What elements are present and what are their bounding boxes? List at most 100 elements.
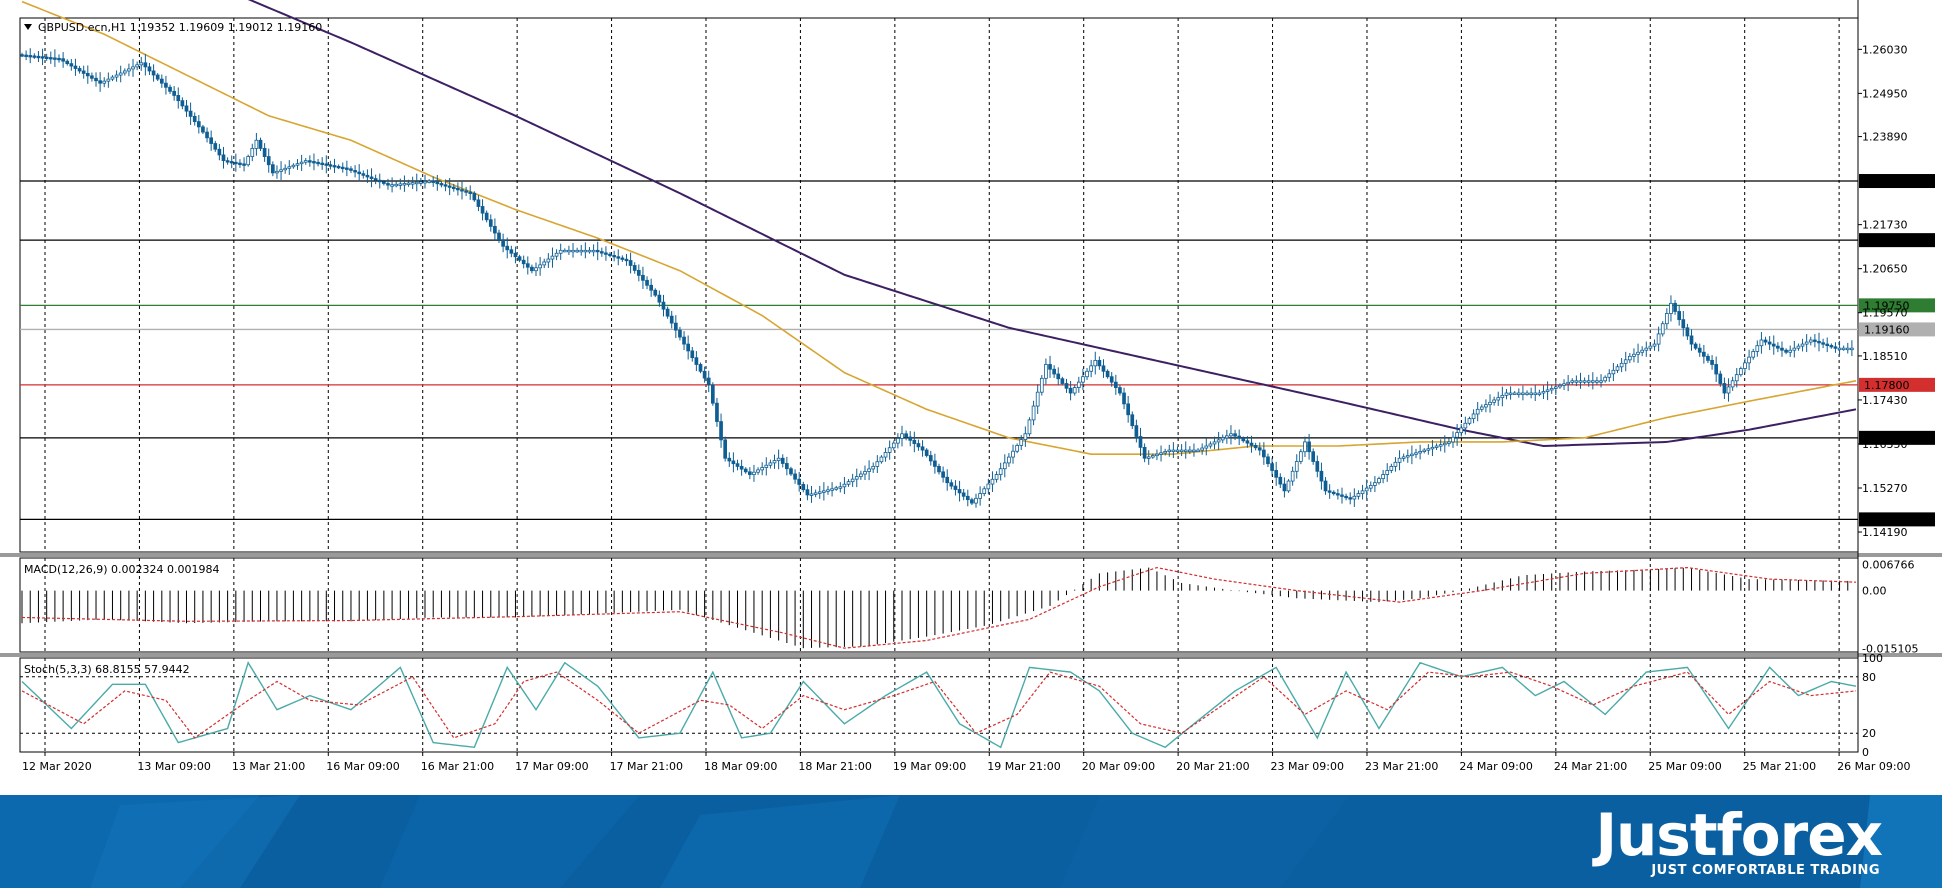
bull-candle (1496, 397, 1501, 401)
time-tick-label: 18 Mar 09:00 (704, 760, 777, 773)
bull-candle (863, 471, 867, 475)
bull-candle (1545, 389, 1550, 392)
bear-candle (1336, 493, 1340, 496)
bear-candle (509, 249, 514, 254)
price-tick-label: 1.20650 (1862, 263, 1908, 276)
bull-candle (1837, 347, 1842, 351)
level-price-label: 1.19160 (1864, 323, 1910, 336)
bull-candle (1023, 433, 1028, 441)
time-tick-label: 26 Mar 09:00 (1837, 760, 1910, 773)
bull-candle (1751, 351, 1756, 358)
bear-candle (1340, 494, 1344, 497)
bear-candle (1331, 491, 1336, 495)
bear-candle (1257, 447, 1262, 451)
bull-candle (1204, 445, 1209, 449)
bull-candle (1521, 392, 1525, 395)
bear-candle (1697, 347, 1702, 353)
bear-candle (1274, 470, 1279, 478)
bull-candle (254, 139, 259, 149)
bear-candle (612, 255, 616, 258)
bull-candle (1566, 381, 1570, 385)
bull-candle (1488, 401, 1492, 406)
bull-candle (1623, 359, 1628, 364)
bull-candle (1426, 448, 1431, 451)
bull-candle (1418, 451, 1422, 454)
bull-candle (1434, 445, 1439, 448)
bear-candle (1142, 446, 1147, 459)
bear-candle (1677, 311, 1682, 321)
bull-candle (279, 169, 283, 172)
bull-candle (591, 249, 596, 253)
bull-candle (1479, 406, 1484, 410)
bear-candle (920, 446, 925, 451)
bear-candle (928, 455, 933, 462)
bull-candle (1541, 391, 1546, 394)
bull-candle (1808, 339, 1813, 343)
bear-candle (168, 86, 172, 92)
bear-candle (373, 178, 378, 181)
bull-candle (1039, 377, 1044, 393)
bear-candle (1763, 339, 1768, 343)
bear-candle (1673, 302, 1677, 312)
bear-candle (180, 100, 185, 107)
bear-candle (1270, 463, 1274, 471)
bear-candle (953, 485, 958, 490)
bull-candle (122, 70, 127, 74)
bear-candle (1126, 403, 1130, 416)
bear-candle (604, 252, 608, 255)
bull-candle (1183, 449, 1188, 452)
bull-candle (1422, 449, 1427, 452)
bear-candle (1718, 373, 1723, 384)
bear-candle (451, 186, 456, 190)
bear-candle (184, 105, 189, 112)
level-price-tag (1859, 233, 1935, 248)
bear-candle (1780, 347, 1784, 351)
bear-candle (1833, 346, 1838, 349)
bull-candle (1549, 388, 1554, 391)
bull-candle (1743, 362, 1747, 369)
bear-candle (525, 263, 530, 268)
bear-candle (1097, 359, 1102, 367)
bear-candle (965, 495, 970, 501)
bear-candle (1278, 476, 1283, 485)
price-tick-label: 1.14190 (1862, 526, 1908, 539)
bull-candle (1652, 343, 1657, 347)
bull-candle (1179, 449, 1184, 452)
bear-candle (201, 126, 205, 133)
bear-candle (61, 58, 65, 62)
level-price-label: 1.19750 (1864, 299, 1910, 312)
bear-candle (706, 377, 711, 386)
bull-candle (419, 181, 423, 184)
bear-candle (312, 161, 316, 164)
time-tick-label: 23 Mar 09:00 (1271, 760, 1344, 773)
bear-candle (673, 322, 678, 331)
price-tick-label: 1.26030 (1862, 43, 1908, 56)
bear-candle (1702, 351, 1706, 357)
bear-candle (743, 468, 748, 473)
bull-candle (1619, 362, 1624, 368)
bull-candle (978, 493, 982, 499)
bull-candle (398, 183, 403, 186)
bull-candle (1216, 439, 1221, 443)
bear-candle (1307, 441, 1311, 453)
bear-candle (365, 174, 370, 178)
bear-candle (694, 357, 699, 365)
bear-candle (1048, 364, 1052, 370)
bear-candle (431, 180, 436, 183)
level-price-label: 1.16500 (1864, 432, 1910, 445)
bull-candle (986, 483, 991, 490)
bear-candle (1249, 442, 1254, 446)
bull-candle (1611, 369, 1616, 375)
bear-candle (69, 63, 74, 67)
bear-candle (723, 439, 728, 459)
bear-candle (785, 463, 789, 470)
bear-candle (480, 206, 485, 214)
bear-candle (386, 183, 390, 186)
bull-candle (1734, 374, 1739, 382)
bull-candle (538, 264, 542, 269)
bull-candle (875, 461, 880, 467)
bear-candle (1813, 339, 1817, 342)
bull-candle (1500, 394, 1505, 399)
bull-candle (760, 467, 765, 471)
bull-candle (1455, 432, 1459, 438)
